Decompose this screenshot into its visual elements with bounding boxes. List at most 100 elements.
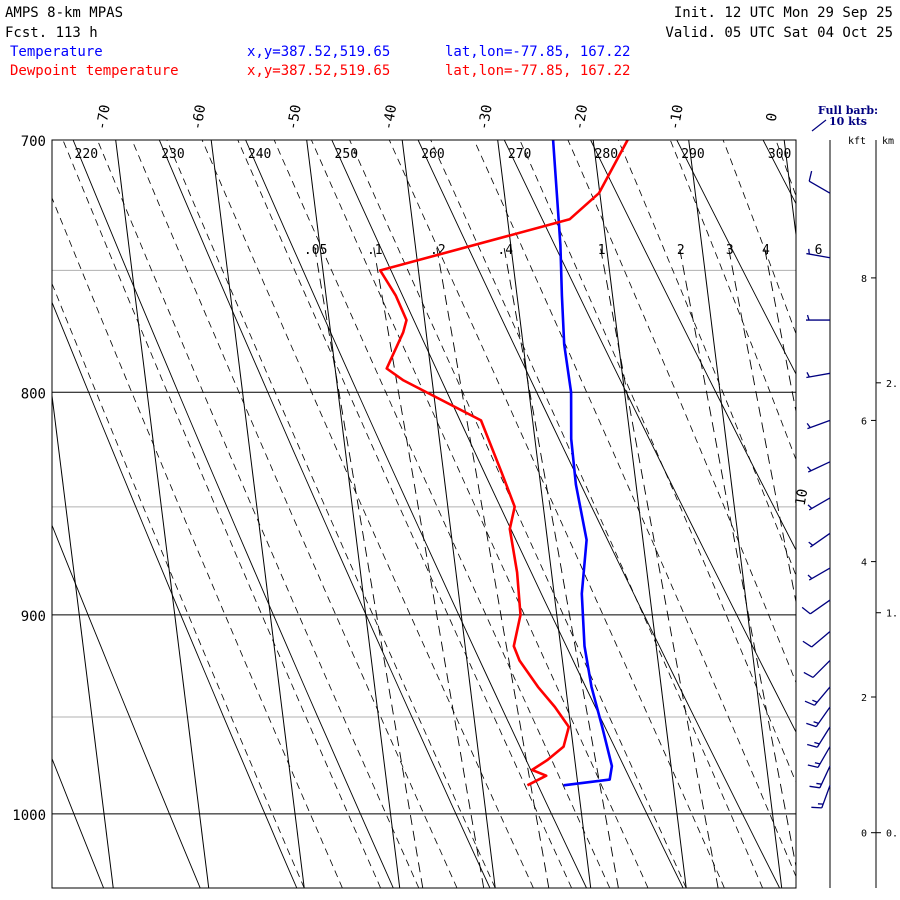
- wind-barb-staff: [811, 631, 831, 648]
- kft-axis-label: kft: [848, 136, 866, 147]
- wind-barb-staff: [809, 532, 831, 548]
- temperature-profile: [551, 140, 614, 787]
- kft-tick-label: 6: [861, 416, 867, 427]
- moist-adiabat: [828, 140, 900, 888]
- wind-barb-flag: [802, 640, 812, 648]
- wind-barb-halfflag: [806, 314, 810, 321]
- wind-barb-staff: [806, 252, 831, 259]
- pressure-tick-label: 700: [21, 134, 46, 150]
- kft-tick-label: 8: [861, 274, 867, 285]
- wind-barb: [808, 170, 831, 194]
- isotherm-label: -20: [571, 103, 591, 131]
- wind-barb-halfflag: [812, 699, 818, 703]
- wind-barb: [807, 461, 831, 473]
- kft-tick-label: 2: [861, 693, 867, 704]
- wind-barb-staff: [808, 497, 831, 511]
- moist-adiabat: [237, 140, 572, 888]
- wind-barb-flag: [801, 606, 811, 615]
- dry-adiabat: [52, 301, 298, 888]
- valid-time: Valid. 05 UTC Sat 04 Oct 25: [665, 25, 893, 41]
- pressure-tick-label: 800: [21, 386, 46, 402]
- dry-adiabat: [503, 140, 796, 734]
- moist-adiabat: [617, 140, 796, 577]
- wind-barb-flag: [807, 764, 819, 769]
- dry-adiabat: [849, 140, 900, 888]
- theta-label: 280: [595, 147, 618, 162]
- wind-barb-flag: [808, 170, 813, 182]
- wind-barb: [806, 371, 831, 379]
- barb-key-staff: [811, 119, 827, 132]
- theta-label: 250: [335, 147, 358, 162]
- wind-barb-flag: [803, 671, 814, 679]
- wind-barb-staff: [814, 686, 831, 706]
- km-axis-label: km: [882, 136, 894, 147]
- moist-adiabat: [669, 140, 796, 461]
- theta-label: 260: [421, 147, 444, 162]
- dry-adiabat: [0, 140, 7, 888]
- mixing-ratio-line: [678, 244, 796, 869]
- moist-adiabat: [349, 140, 687, 888]
- wind-barb-staff: [808, 180, 831, 194]
- init-time: Init. 12 UTC Mon 29 Sep 25: [674, 5, 893, 21]
- mixing-ratio-label: 3: [726, 243, 734, 258]
- dewpoint-profile: [378, 140, 629, 787]
- wind-barb: [808, 532, 831, 548]
- model-title: AMPS 8-km MPAS: [5, 5, 123, 21]
- isotherm-label: -10: [667, 103, 687, 131]
- wind-barb: [807, 746, 831, 769]
- theta-label: 270: [508, 147, 531, 162]
- wind-barb-staff: [808, 567, 831, 581]
- wind-barb-halfflag: [807, 466, 812, 472]
- wind-barb: [807, 497, 831, 511]
- wind-barb-staff: [815, 706, 831, 728]
- plot-frame: [51, 139, 797, 889]
- mixing-ratio-line: [599, 244, 719, 888]
- wind-barb: [806, 706, 831, 728]
- moist-adiabat: [52, 196, 343, 888]
- mixing-ratio-label: .1: [367, 243, 383, 258]
- dry-adiabat: [158, 140, 491, 888]
- wind-barb-staff: [809, 599, 831, 615]
- km-tick-label: 1.: [886, 609, 898, 620]
- theta-label: 290: [681, 147, 704, 162]
- moist-adiabat: [430, 140, 763, 888]
- wind-barb: [807, 567, 831, 581]
- wind-barb-halfflag: [806, 423, 811, 428]
- wind-barb-flag: [806, 722, 817, 728]
- mixing-ratio-line: [727, 244, 796, 605]
- isotherm-label: -40: [380, 103, 400, 131]
- pressure-tick-label: 900: [21, 609, 46, 625]
- wind-barb-flag: [804, 700, 815, 706]
- wind-barb: [806, 248, 831, 259]
- barb-key-line1: Full barb:: [818, 104, 878, 117]
- mixing-ratio-line: [763, 244, 796, 414]
- wind-barb: [806, 314, 830, 321]
- dry-adiabat: [331, 140, 684, 888]
- wind-barb: [809, 765, 831, 789]
- dry-adiabat: [52, 524, 201, 888]
- legend-dewpoint-xy: x,y=387.52,519.65: [247, 63, 390, 79]
- km-tick-label: 0.: [886, 829, 898, 840]
- isotherm-label: -50: [285, 103, 305, 131]
- legend-dewpoint-latlon: lat,lon=-77.85, 167.22: [445, 63, 630, 79]
- legend-temperature-xy: x,y=387.52,519.65: [247, 44, 390, 60]
- wind-barb: [803, 660, 831, 679]
- isotherm-label: -30: [476, 103, 496, 131]
- moist-adiabat: [878, 140, 900, 888]
- moist-adiabat: [473, 140, 796, 878]
- wind-barb-staff: [812, 660, 831, 678]
- legend-dewpoint-label: Dewpoint temperature: [10, 63, 179, 79]
- kft-tick-label: 4: [861, 558, 867, 569]
- wind-barb-flag: [809, 785, 820, 789]
- isotherm-line: [688, 140, 783, 888]
- wind-barb: [807, 726, 831, 748]
- wind-barb-halfflag: [813, 721, 819, 725]
- wind-barb: [801, 599, 831, 615]
- moist-adiabat: [567, 140, 796, 684]
- isotherm-line: [115, 140, 210, 888]
- isotherm-line: [210, 140, 305, 888]
- wind-barb-halfflag: [808, 541, 814, 546]
- wind-barb-halfflag: [816, 782, 822, 785]
- mixing-ratio-line: [817, 245, 900, 888]
